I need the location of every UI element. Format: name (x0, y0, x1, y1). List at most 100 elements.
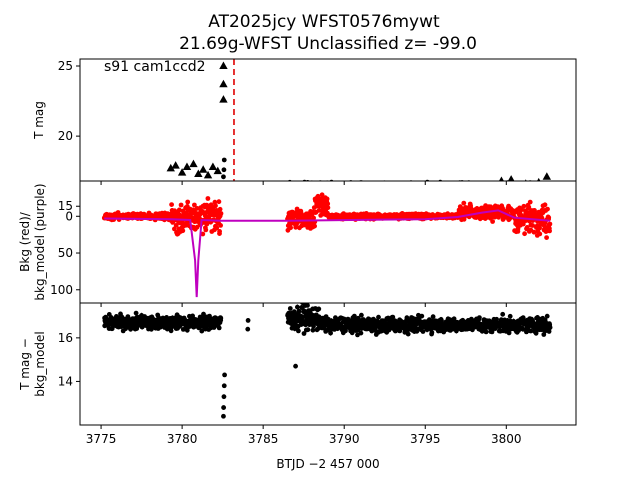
data-point (190, 186, 195, 191)
data-point (404, 182, 409, 187)
data-point (122, 183, 127, 188)
data-point (306, 184, 311, 189)
data-point (378, 185, 383, 190)
data-point (443, 184, 448, 189)
data-point (293, 363, 298, 369)
data-point (547, 184, 552, 189)
data-point (199, 185, 204, 190)
data-point (408, 183, 413, 188)
data-point (417, 184, 422, 189)
data-point (543, 182, 548, 187)
data-point (332, 183, 337, 188)
data-point (326, 183, 331, 188)
data-point (424, 185, 429, 190)
data-point (374, 183, 379, 188)
data-point (145, 186, 150, 191)
data-point (183, 182, 188, 187)
data-point (185, 184, 190, 189)
data-point (366, 183, 371, 188)
data-point (133, 310, 139, 316)
data-point (538, 184, 543, 189)
data-point (322, 183, 327, 188)
data-point (375, 182, 380, 187)
data-point (160, 186, 165, 191)
upper-limit-marker (171, 161, 180, 169)
data-point (355, 181, 360, 186)
data-point (186, 186, 191, 191)
data-point (179, 185, 184, 190)
data-point (530, 185, 535, 190)
data-point (321, 184, 326, 189)
data-point (346, 181, 351, 186)
data-point (118, 182, 123, 187)
data-point (309, 187, 314, 192)
data-point (474, 183, 479, 188)
data-point (301, 184, 306, 189)
data-point (544, 181, 549, 186)
data-point (506, 184, 511, 189)
data-point (543, 183, 548, 188)
data-point (526, 204, 532, 210)
data-point (493, 182, 498, 187)
data-point (178, 184, 183, 189)
data-point (222, 372, 227, 378)
data-point (208, 182, 213, 187)
data-point (293, 187, 298, 192)
data-point (470, 184, 475, 189)
data-point (132, 184, 137, 189)
data-point (186, 181, 191, 186)
data-point (312, 186, 317, 191)
data-point (499, 184, 504, 189)
data-point (475, 183, 480, 188)
data-point (488, 182, 493, 187)
data-point (204, 183, 209, 188)
data-point (246, 184, 251, 189)
y-axis-label-line: bkg_model (purple) (33, 183, 47, 300)
data-point (456, 182, 461, 187)
data-point (379, 183, 384, 188)
data-point (195, 183, 200, 188)
data-point (358, 181, 363, 186)
data-point (287, 306, 293, 311)
data-point (473, 183, 478, 188)
data-point (221, 157, 227, 163)
data-point (370, 183, 375, 188)
data-point (122, 185, 127, 190)
data-point (171, 184, 176, 189)
data-point (291, 187, 296, 192)
data-point (203, 227, 209, 233)
data-point (495, 183, 500, 188)
data-point (490, 219, 495, 224)
data-point (427, 183, 432, 188)
data-point (109, 183, 114, 188)
data-point (313, 186, 318, 191)
data-point (422, 185, 427, 190)
data-point (218, 223, 224, 228)
data-point (351, 184, 356, 189)
data-point (127, 181, 132, 186)
data-point (545, 183, 550, 188)
data-point (418, 182, 423, 187)
data-point (526, 182, 531, 187)
data-point (302, 185, 307, 190)
data-point (481, 184, 486, 189)
data-point (537, 183, 542, 188)
data-point (188, 187, 193, 192)
data-point (218, 184, 223, 189)
data-point (446, 181, 451, 186)
data-point (217, 184, 222, 189)
data-point (200, 186, 205, 191)
data-point (175, 184, 180, 189)
data-point (177, 185, 182, 190)
data-point (175, 185, 180, 190)
data-point (191, 182, 196, 187)
data-point (494, 183, 499, 188)
data-point (507, 184, 512, 189)
data-point (192, 183, 197, 188)
y-tick-label: 100 (50, 283, 73, 297)
data-point (163, 184, 168, 189)
data-point (471, 182, 476, 187)
data-point (146, 185, 151, 190)
data-point (139, 186, 144, 191)
data-point (201, 185, 206, 190)
